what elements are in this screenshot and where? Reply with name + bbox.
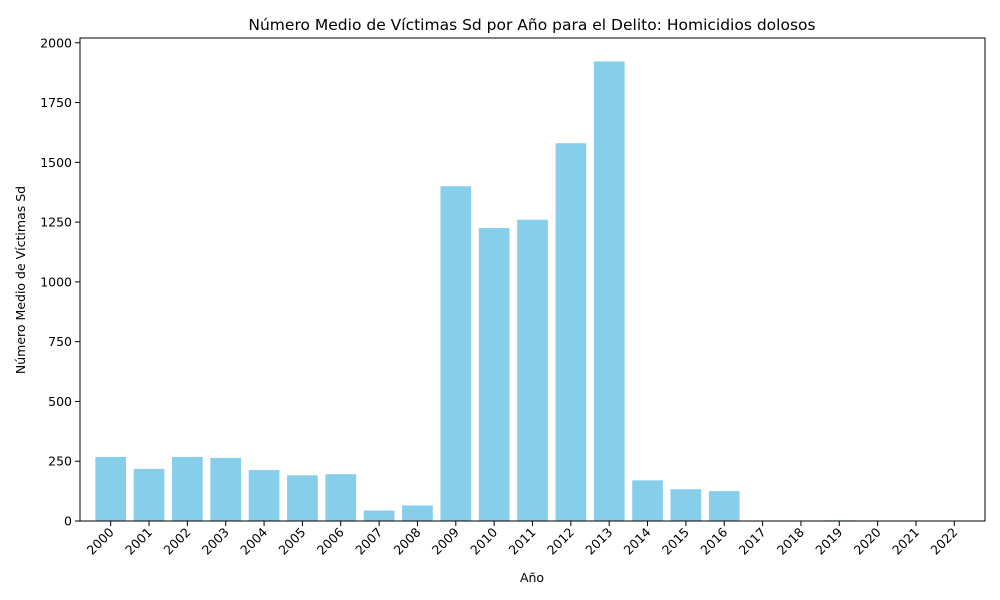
x-tick-label-2021: 2021 — [889, 525, 922, 558]
x-tick-label-2003: 2003 — [199, 525, 232, 558]
bar-2002 — [172, 456, 203, 521]
bar-2008 — [402, 505, 433, 521]
bar-2013 — [593, 61, 625, 521]
bar-2006 — [325, 474, 357, 521]
bar-2016 — [708, 491, 740, 521]
x-tick-label-2014: 2014 — [621, 524, 654, 557]
bar-2007 — [363, 510, 395, 521]
x-axis: 2000 2001 2002 2003 2004 2005 2006 2007 2008 2009… — [84, 521, 960, 558]
x-tick-label-2007: 2007 — [352, 525, 385, 558]
y-tick-label-500: 500 — [48, 394, 72, 409]
x-tick-label-2020: 2020 — [851, 524, 884, 557]
x-tick-label-2008: 2008 — [390, 524, 423, 557]
y-tick-label-2000: 2000 — [40, 35, 72, 50]
plot-area — [95, 61, 893, 521]
x-tick-label-2012: 2012 — [544, 525, 577, 558]
x-tick-label-2001: 2001 — [122, 525, 155, 558]
bar-2011 — [517, 219, 548, 521]
bar-2012 — [555, 143, 587, 521]
y-tick-label-1500: 1500 — [40, 155, 72, 170]
x-tick-label-2002: 2002 — [160, 525, 193, 558]
bar-2015 — [670, 489, 702, 521]
x-tick-label-2009: 2009 — [429, 524, 462, 557]
bar-2005 — [287, 475, 318, 521]
x-tick-label-2006: 2006 — [314, 524, 347, 557]
x-tick-label-2022: 2022 — [927, 525, 960, 558]
bar-2001 — [133, 468, 165, 521]
x-axis-label: Año — [520, 570, 544, 585]
y-tick-label-1750: 1750 — [40, 95, 72, 110]
bar-2004 — [248, 470, 280, 521]
x-tick-label-2017: 2017 — [736, 525, 769, 558]
bar-2010 — [478, 228, 510, 521]
y-tick-label-750: 750 — [48, 334, 72, 349]
x-tick-label-2010: 2010 — [467, 524, 500, 557]
x-tick-label-2005: 2005 — [275, 525, 308, 558]
y-tick-label-1250: 1250 — [40, 215, 72, 230]
x-tick-label-2011: 2011 — [506, 525, 539, 558]
chart-title: Número Medio de Víctimas Sd por Año para… — [248, 16, 815, 34]
bar-2009 — [440, 186, 472, 521]
x-tick-label-2016: 2016 — [697, 524, 730, 557]
y-tick-label-0: 0 — [64, 514, 72, 529]
x-tick-label-2018: 2018 — [774, 524, 807, 557]
x-tick-label-2015: 2015 — [659, 525, 692, 558]
bar-2000 — [95, 456, 127, 521]
y-axis-label: Número Medio de Víctimas Sd — [13, 186, 28, 374]
bar-2014 — [632, 480, 663, 521]
x-tick-label-2013: 2013 — [582, 525, 615, 558]
x-tick-label-2000: 2000 — [84, 524, 117, 557]
y-tick-label-1000: 1000 — [40, 274, 72, 289]
y-axis: 0 250 500 750 1000 1250 1500 1750 2000 — [40, 35, 80, 529]
y-tick-label-250: 250 — [48, 454, 72, 469]
x-tick-label-2004: 2004 — [237, 524, 270, 557]
x-tick-label-2019: 2019 — [812, 524, 845, 557]
bar-2003 — [210, 457, 242, 521]
